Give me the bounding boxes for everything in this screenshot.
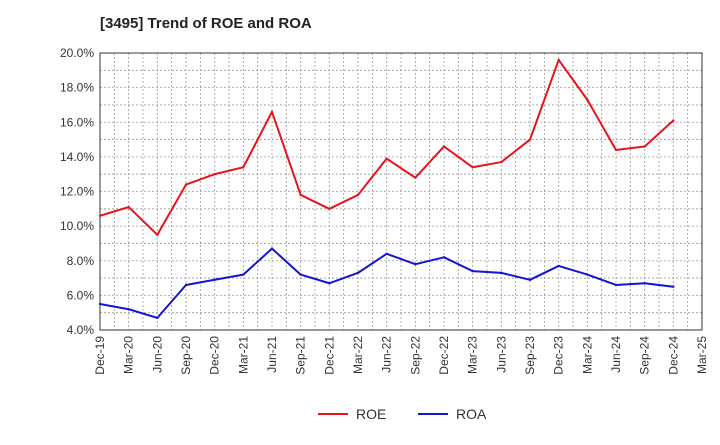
- y-tick-label: 12.0%: [60, 185, 94, 199]
- data-point-roa: [672, 285, 675, 288]
- data-point-roa: [528, 278, 532, 281]
- data-point-roa: [614, 283, 618, 287]
- data-point-roa: [270, 247, 274, 250]
- x-tick-label: Sep-24: [638, 336, 652, 375]
- y-tick-label: 6.0%: [67, 288, 95, 302]
- data-point-roa: [471, 269, 474, 273]
- data-point-roa: [242, 273, 245, 276]
- data-point-roa: [643, 282, 646, 285]
- data-point-roe: [98, 214, 102, 217]
- y-tick-label: 20.0%: [60, 46, 94, 60]
- x-tick-label: Mar-21: [236, 336, 250, 374]
- data-point-roa: [98, 302, 102, 306]
- data-point-roe: [442, 145, 446, 148]
- data-point-roe: [672, 119, 675, 122]
- y-tick-label: 18.0%: [60, 81, 94, 95]
- legend-label-roa: ROA: [456, 406, 487, 422]
- data-point-roe: [270, 110, 274, 114]
- data-point-roe: [643, 145, 646, 148]
- data-point-roa: [385, 252, 388, 256]
- x-tick-label: Mar-20: [122, 336, 136, 374]
- x-tick-label: Jun-22: [380, 336, 394, 373]
- data-point-roe: [184, 183, 188, 186]
- data-point-roa: [328, 282, 331, 285]
- x-tick-label: Dec-24: [666, 336, 680, 375]
- data-point-roe: [614, 148, 618, 152]
- data-point-roe: [356, 193, 360, 197]
- data-point-roe: [213, 172, 216, 176]
- data-point-roe: [586, 98, 589, 101]
- x-tick-label: Sep-22: [408, 336, 422, 375]
- x-tick-label: Dec-19: [93, 336, 107, 375]
- x-tick-label: Jun-21: [265, 336, 279, 373]
- data-point-roe: [500, 160, 503, 164]
- x-tick-label: Mar-23: [466, 336, 480, 374]
- x-tick-label: Dec-23: [552, 336, 566, 375]
- x-tick-label: Sep-21: [294, 336, 308, 375]
- data-point-roe: [471, 166, 474, 169]
- plot-border: [99, 52, 703, 331]
- data-point-roe: [328, 207, 331, 211]
- x-tick-label: Mar-22: [351, 336, 365, 374]
- data-point-roa: [127, 308, 130, 311]
- x-tick-label: Jun-20: [150, 336, 164, 373]
- data-point-roa: [156, 316, 159, 320]
- data-point-roe: [414, 176, 417, 179]
- y-tick-label: 14.0%: [60, 150, 94, 164]
- data-point-roe: [299, 193, 302, 197]
- data-point-roa: [356, 271, 360, 275]
- x-tick-label: Dec-21: [322, 336, 336, 375]
- data-point-roa: [500, 271, 503, 275]
- data-point-roa: [299, 273, 302, 276]
- data-point-roa: [442, 256, 446, 259]
- data-point-roe: [242, 166, 245, 169]
- x-tick-label: Mar-24: [580, 336, 594, 374]
- data-point-roe: [528, 138, 532, 141]
- x-tick-label: Mar-25: [695, 336, 709, 374]
- data-point-roa: [414, 263, 417, 266]
- x-tick-label: Jun-23: [494, 336, 508, 373]
- x-tick-label: Sep-20: [179, 336, 193, 375]
- x-tick-label: Dec-20: [208, 336, 222, 375]
- data-point-roe: [127, 205, 130, 209]
- y-tick-label: 16.0%: [60, 115, 94, 129]
- data-point-roa: [184, 283, 188, 287]
- x-tick-label: Sep-23: [523, 336, 537, 375]
- data-point-roe: [385, 157, 388, 160]
- data-point-roa: [213, 278, 216, 281]
- y-tick-label: 4.0%: [67, 323, 95, 337]
- y-tick-label: 10.0%: [60, 219, 94, 233]
- data-point-roa: [557, 264, 560, 268]
- chart-title: [3495] Trend of ROE and ROA: [100, 15, 312, 32]
- data-point-roa: [586, 273, 589, 276]
- data-point-roe: [557, 58, 560, 62]
- data-point-roe: [156, 233, 159, 236]
- x-tick-label: Dec-22: [437, 336, 451, 375]
- legend-label-roe: ROE: [356, 406, 386, 422]
- y-tick-label: 8.0%: [67, 254, 95, 268]
- x-tick-label: Jun-24: [609, 336, 623, 373]
